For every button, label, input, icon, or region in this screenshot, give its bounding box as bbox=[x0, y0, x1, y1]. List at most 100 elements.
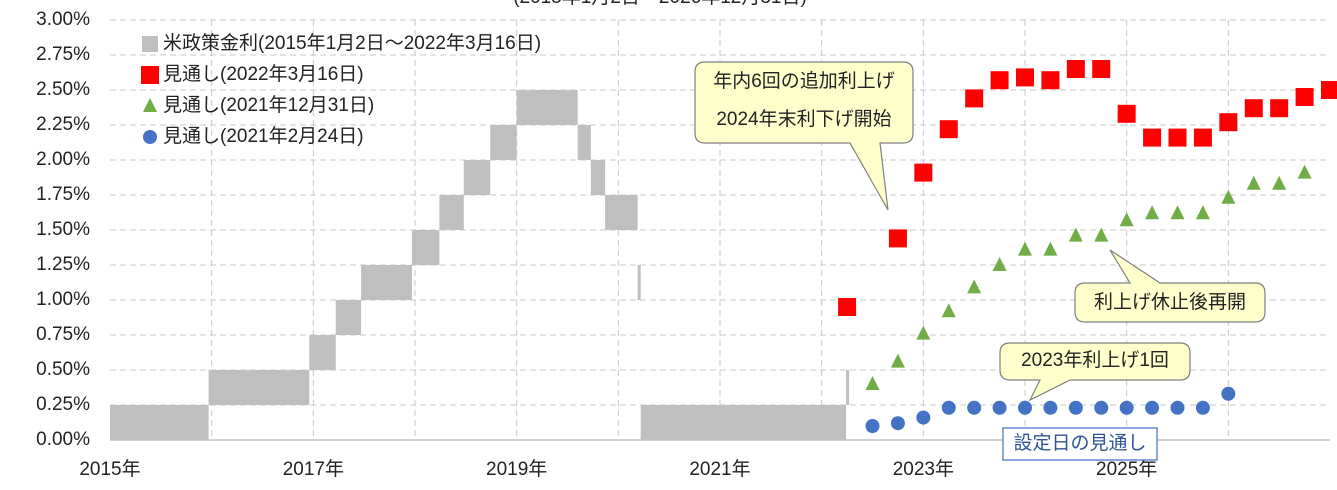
data-point bbox=[1193, 128, 1212, 147]
data-point bbox=[1119, 400, 1134, 415]
legend-marker bbox=[141, 66, 159, 84]
callout bbox=[694, 61, 914, 211]
data-point bbox=[838, 298, 857, 316]
legend-marker bbox=[143, 98, 157, 112]
data-point bbox=[1270, 99, 1289, 118]
data-point bbox=[967, 400, 982, 415]
data-point bbox=[890, 416, 905, 431]
y-tick-label: 0.50% bbox=[36, 359, 90, 380]
y-tick-label: 3.00% bbox=[36, 9, 90, 30]
y-tick-label: 1.25% bbox=[36, 254, 90, 275]
rate-range bbox=[335, 300, 362, 335]
data-point bbox=[1066, 60, 1085, 78]
data-point bbox=[1041, 71, 1060, 90]
legend-label: 見通し(2022年3月16日) bbox=[163, 63, 364, 85]
data-point bbox=[941, 400, 956, 415]
data-point bbox=[916, 325, 931, 340]
rate-range bbox=[516, 90, 578, 125]
rate-range bbox=[640, 405, 847, 440]
data-point bbox=[1168, 128, 1187, 147]
data-point bbox=[990, 71, 1009, 90]
data-point bbox=[1170, 205, 1185, 220]
data-point bbox=[1295, 88, 1314, 106]
y-tick-label: 0.75% bbox=[36, 324, 90, 345]
x-tick-label: 2023年 bbox=[893, 458, 954, 480]
legend-marker bbox=[142, 36, 158, 52]
data-point bbox=[1092, 60, 1111, 78]
data-point bbox=[1145, 400, 1160, 415]
rate-range bbox=[208, 370, 310, 405]
legend-marker bbox=[143, 130, 157, 144]
data-point bbox=[1246, 175, 1261, 190]
rate-range bbox=[490, 125, 517, 160]
annotation: 2024年末利下げ開始 bbox=[716, 108, 891, 130]
data-point bbox=[1094, 227, 1109, 242]
data-point bbox=[1244, 99, 1263, 118]
legend-label: 米政策金利(2015年1月2日～2022年3月16日) bbox=[163, 32, 541, 54]
annotation: 2023年利上げ1回 bbox=[1021, 349, 1169, 371]
callout bbox=[1002, 427, 1158, 461]
x-tick-label: 2021年 bbox=[689, 458, 750, 480]
data-point bbox=[992, 400, 1007, 415]
data-point bbox=[1043, 241, 1058, 256]
data-point bbox=[890, 353, 905, 368]
y-tick-label: 2.50% bbox=[36, 79, 90, 100]
callout bbox=[1074, 249, 1266, 323]
data-point bbox=[1297, 164, 1312, 179]
data-point bbox=[1018, 400, 1032, 415]
data-point bbox=[1145, 205, 1160, 220]
x-tick-label: 2017年 bbox=[283, 458, 344, 480]
rate-range bbox=[590, 160, 606, 195]
rate-range bbox=[411, 230, 440, 265]
y-tick-label: 2.75% bbox=[36, 44, 90, 65]
rate-range bbox=[309, 335, 336, 370]
legend-label: 見通し(2021年12月31日) bbox=[163, 94, 374, 116]
callout bbox=[999, 342, 1191, 402]
data-point bbox=[1018, 241, 1032, 256]
data-point bbox=[888, 229, 907, 248]
data-point bbox=[1068, 400, 1083, 415]
data-point bbox=[914, 163, 933, 182]
rate-range bbox=[846, 370, 850, 405]
y-tick-label: 1.50% bbox=[36, 219, 90, 240]
annotation: 設定日の見通し bbox=[1013, 432, 1146, 454]
rate-range bbox=[361, 265, 412, 300]
data-point bbox=[865, 376, 880, 390]
chart-title: (2015年1月2日～2026年12月31日) bbox=[513, 0, 807, 8]
data-point bbox=[1195, 400, 1210, 415]
data-point bbox=[965, 89, 984, 108]
rate-range bbox=[605, 195, 638, 230]
data-point bbox=[1143, 128, 1162, 147]
data-point bbox=[992, 257, 1007, 271]
x-tick-label: 2015年 bbox=[79, 458, 140, 480]
rate-range bbox=[439, 195, 464, 230]
data-point bbox=[1170, 400, 1185, 415]
rate-range bbox=[463, 160, 491, 195]
rate-range bbox=[110, 405, 209, 440]
data-point bbox=[1094, 400, 1109, 415]
data-point bbox=[1272, 175, 1287, 190]
data-point bbox=[939, 120, 958, 139]
y-tick-label: 0.25% bbox=[36, 394, 90, 415]
data-point bbox=[1221, 189, 1236, 204]
x-tick-label: 2019年 bbox=[486, 458, 547, 480]
data-point bbox=[1043, 400, 1058, 415]
data-point bbox=[1221, 386, 1236, 401]
legend-label: 見通し(2021年2月24日) bbox=[163, 125, 364, 147]
data-point bbox=[1219, 113, 1238, 132]
annotation: 利上げ休止後再開 bbox=[1094, 291, 1246, 313]
y-tick-label: 1.00% bbox=[36, 289, 90, 310]
annotation: 年内6回の追加利上げ bbox=[713, 70, 895, 92]
data-point bbox=[916, 410, 931, 425]
data-point bbox=[1195, 205, 1210, 220]
data-point bbox=[967, 279, 982, 294]
data-point bbox=[1321, 81, 1337, 99]
y-tick-label: 0.00% bbox=[36, 429, 90, 450]
rate-range bbox=[577, 125, 591, 160]
x-tick-label: 2025年 bbox=[1096, 458, 1157, 480]
data-point bbox=[1016, 68, 1034, 87]
data-point bbox=[1117, 104, 1136, 123]
data-point bbox=[865, 419, 880, 433]
